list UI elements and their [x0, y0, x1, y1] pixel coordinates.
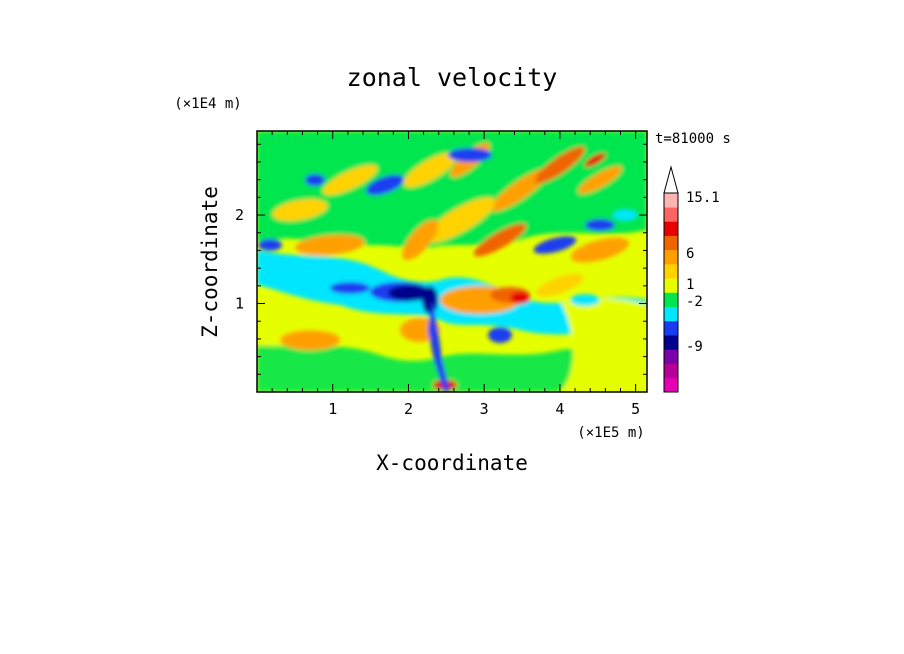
contour-field	[257, 131, 647, 392]
y-tick-label: 2	[235, 206, 244, 224]
colorbar-segment	[664, 363, 678, 379]
x-tick-label: 4	[555, 400, 564, 418]
colorbar-segment	[664, 264, 678, 279]
colorbar-segment	[664, 221, 678, 236]
colorbar: 15.1 6 1-2 -9	[663, 165, 720, 393]
colorbar-segment	[664, 249, 678, 265]
colorbar-segment	[664, 377, 678, 393]
colorbar-segment	[664, 320, 678, 336]
colorbar-segment	[664, 207, 678, 222]
x-tick-label: 1	[328, 400, 337, 418]
y-axis-unit: (×1E4 m)	[174, 96, 241, 112]
time-label: t=81000 s	[655, 131, 731, 147]
x-axis-unit: (×1E5 m)	[577, 425, 644, 441]
plot-frame	[256, 130, 648, 393]
colorbar-label: -2	[686, 294, 703, 310]
y-tick-label: 1	[235, 295, 244, 313]
colorbar-label: 1	[686, 277, 694, 293]
colorbar-segment	[664, 193, 678, 208]
colorbar-segment	[664, 292, 678, 308]
colorbar-frame	[663, 192, 679, 393]
colorbar-segment	[664, 278, 678, 293]
x-axis-label: X-coordinate	[376, 451, 528, 475]
x-tick-label: 5	[631, 400, 640, 418]
axis-ticks	[257, 131, 647, 392]
x-tick-labels: 1 2 3 4 5	[328, 400, 640, 418]
y-axis-label: Z-coordinate	[198, 186, 222, 338]
x-tick-label: 2	[404, 400, 413, 418]
colorbar-label: 6	[686, 246, 694, 262]
colorbar-segment	[664, 335, 678, 350]
colorbar-segment	[664, 306, 678, 322]
chart-title: zonal velocity	[347, 63, 558, 92]
colorbar-segment	[664, 349, 678, 364]
colorbar-segment	[664, 235, 678, 251]
y-tick-labels: 12	[235, 206, 244, 312]
colorbar-label: -9	[686, 339, 703, 355]
colorbar-extend-arrow	[663, 165, 679, 194]
colorbar-label: 15.1	[686, 190, 720, 206]
x-tick-label: 3	[480, 400, 489, 418]
